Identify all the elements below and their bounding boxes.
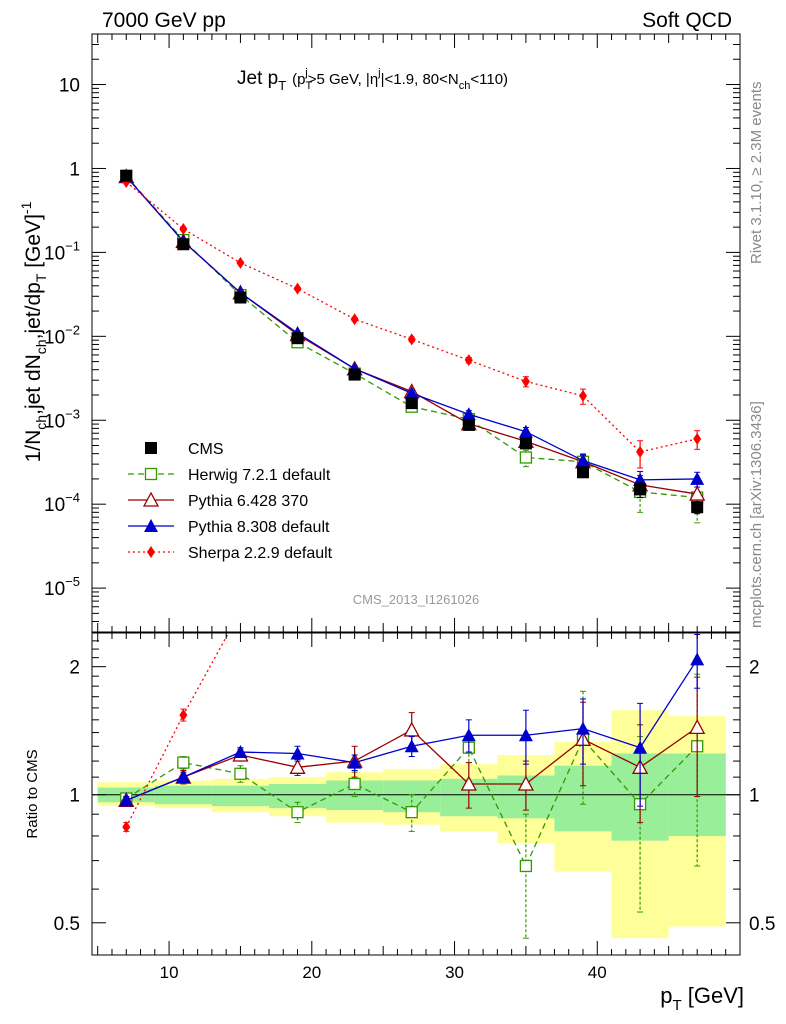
analysis-watermark: CMS_2013_I1261026 [353, 592, 480, 607]
ratio-y-tick-label: 2 [69, 658, 80, 679]
x-tick-label: 40 [588, 963, 607, 982]
x-tick-label: 20 [302, 963, 321, 982]
main-pythia-6-428-370-marker [689, 485, 706, 501]
y-tick-label: 10−5 [44, 574, 80, 600]
main-cms-marker [120, 169, 133, 182]
ratio-pythia-8-308-default-marker [290, 746, 305, 760]
legend-sherpa-2-2-9-default-marker [147, 546, 155, 558]
legend-cms-label: CMS [188, 441, 224, 458]
mcplots-label: mcplots.cern.ch [arXiv:1306.3436] [748, 401, 765, 628]
rivet-version-label: Rivet 3.1.10, ≥ 2.3M events [748, 82, 765, 265]
ratio-pythia-8-308-default-marker [119, 793, 134, 807]
main-cms-marker [348, 368, 361, 381]
plot-title: Jet pT (pTj>5 GeV, |ηj|<1.9, 80<Nch<110) [237, 67, 508, 93]
ratio-y-tick-label-right: 0.5 [749, 914, 775, 935]
main-cms-marker [576, 466, 589, 479]
ratio-y-tick-label-right: 1 [749, 786, 760, 807]
main-sherpa-2-2-9-default-marker [521, 375, 530, 388]
ratio-pythia-8-308-default-marker [461, 728, 476, 742]
main-sherpa-2-2-9-default-marker [236, 256, 245, 269]
main-cms-marker [691, 501, 704, 514]
main-cms-marker [462, 418, 475, 431]
main-cms-marker [634, 483, 647, 496]
ratio-pythia-6-428-370-marker [289, 758, 306, 774]
main-pythia-8-308-default-marker [461, 407, 476, 421]
ratio-sherpa-2-2-9-default-marker [179, 708, 188, 721]
ratio-sherpa-2-2-9-default-marker [236, 605, 244, 617]
ratio-pythia-8-308-default-marker [176, 770, 191, 784]
main-pythia-8-308-default-marker [404, 386, 419, 400]
main-sherpa-2-2-9-default-marker [179, 222, 188, 235]
ratio-sherpa-2-2-9-default-marker [122, 820, 131, 833]
ratio-herwig-7-2-1-default-marker [234, 767, 247, 780]
ratio-pythia-8-308-default-marker [633, 740, 648, 754]
main-pythia-8-308-default-marker [575, 453, 590, 467]
ratio-herwig-7-2-1-default-marker [519, 859, 533, 873]
y-tick-label: 10 [59, 76, 80, 97]
y-tick-label: 1 [69, 159, 80, 180]
ratio-herwig-7-2-1-default-marker [291, 806, 304, 819]
y-tick-label: 10−1 [44, 238, 80, 264]
main-y-axis-label: 1/Nch,jet dNch,jet/dpT [GeV]-1 [18, 201, 49, 462]
main-sherpa-2-2-9-default-marker [350, 313, 359, 326]
y-tick-label: 10−4 [44, 490, 80, 516]
ratio-pythia-6-428-370-marker [689, 719, 706, 735]
ratio-pythia-6-428-370-marker [460, 775, 477, 791]
legend-pythia-6-428-370-label: Pythia 6.428 370 [188, 493, 308, 510]
legend-sherpa-2-2-9-default-label: Sherpa 2.2.9 default [188, 545, 333, 562]
main-pythia-8-308-default-marker [633, 472, 648, 486]
legend-herwig-7-2-1-default-label: Herwig 7.2.1 default [188, 467, 331, 484]
main-cms-marker [405, 397, 418, 410]
ratio-pythia-8-308-default-marker [404, 739, 419, 753]
main-cms-marker [291, 332, 304, 345]
legend-herwig-7-2-1-default-marker [144, 467, 158, 481]
legend-pythia-6-428-370-marker [142, 491, 160, 507]
header-energy-label: 7000 GeV pp [102, 9, 226, 32]
header-category-label: Soft QCD [642, 9, 732, 32]
main-pythia-8-308-default-line [125, 176, 698, 481]
main-sherpa-2-2-9-default-marker [578, 389, 587, 402]
ratio-band-inner [211, 785, 269, 807]
ratio-panel-frame [91, 632, 741, 956]
legend: CMS Herwig 7.2.1 default Pythia 6.428 370 P… [128, 441, 333, 562]
x-axis-label: pT [GeV] [660, 983, 744, 1014]
ratio-herwig-7-2-1-default-marker [405, 806, 418, 819]
ratio-y-tick-label-right: 2 [749, 658, 760, 679]
legend-cms-marker [145, 442, 157, 454]
main-sherpa-2-2-9-default-line [125, 181, 698, 453]
ratio-pythia-8-308-default-marker [518, 728, 533, 742]
main-herwig-7-2-1-default-marker [519, 451, 533, 464]
ratio-pythia-8-308-default-marker [575, 721, 590, 735]
ratio-pythia-8-308-default-marker [233, 745, 248, 759]
ratio-pythia-6-428-370-marker [517, 775, 534, 791]
main-cms-marker [177, 238, 190, 251]
ratio-pythia-6-428-370-marker [403, 721, 420, 737]
x-tick-label: 30 [445, 963, 464, 982]
ratio-y-tick-label: 1 [69, 786, 80, 807]
main-cms-marker [234, 291, 247, 304]
legend-pythia-8-308-default-label: Pythia 8.308 default [188, 519, 330, 536]
ratio-pythia-8-308-default-marker [690, 652, 705, 666]
y-tick-label: 10−3 [44, 406, 80, 432]
legend-pythia-8-308-default-marker [144, 519, 158, 532]
ratio-y-tick-label: 0.5 [54, 914, 80, 935]
ratio-pythia-8-308-default-marker [347, 755, 362, 769]
ratio-herwig-7-2-1-default-marker [348, 777, 361, 791]
ratio-y-axis-label: Ratio to CMS [24, 749, 41, 838]
main-sherpa-2-2-9-default-marker [693, 432, 702, 445]
main-sherpa-2-2-9-default-marker [407, 333, 416, 346]
ratio-herwig-7-2-1-default-marker [177, 756, 190, 769]
x-tick-label: 10 [160, 963, 179, 982]
y-tick-label: 10−2 [44, 322, 80, 348]
main-sherpa-2-2-9-default-marker [464, 354, 473, 367]
main-sherpa-2-2-9-default-marker [293, 282, 302, 295]
main-cms-marker [519, 437, 532, 450]
main-pythia-8-308-default-marker [690, 471, 705, 485]
main-panel-frame [91, 33, 741, 633]
main-pythia-8-308-default-marker [518, 424, 533, 438]
main-sherpa-2-2-9-default-marker [636, 445, 645, 458]
